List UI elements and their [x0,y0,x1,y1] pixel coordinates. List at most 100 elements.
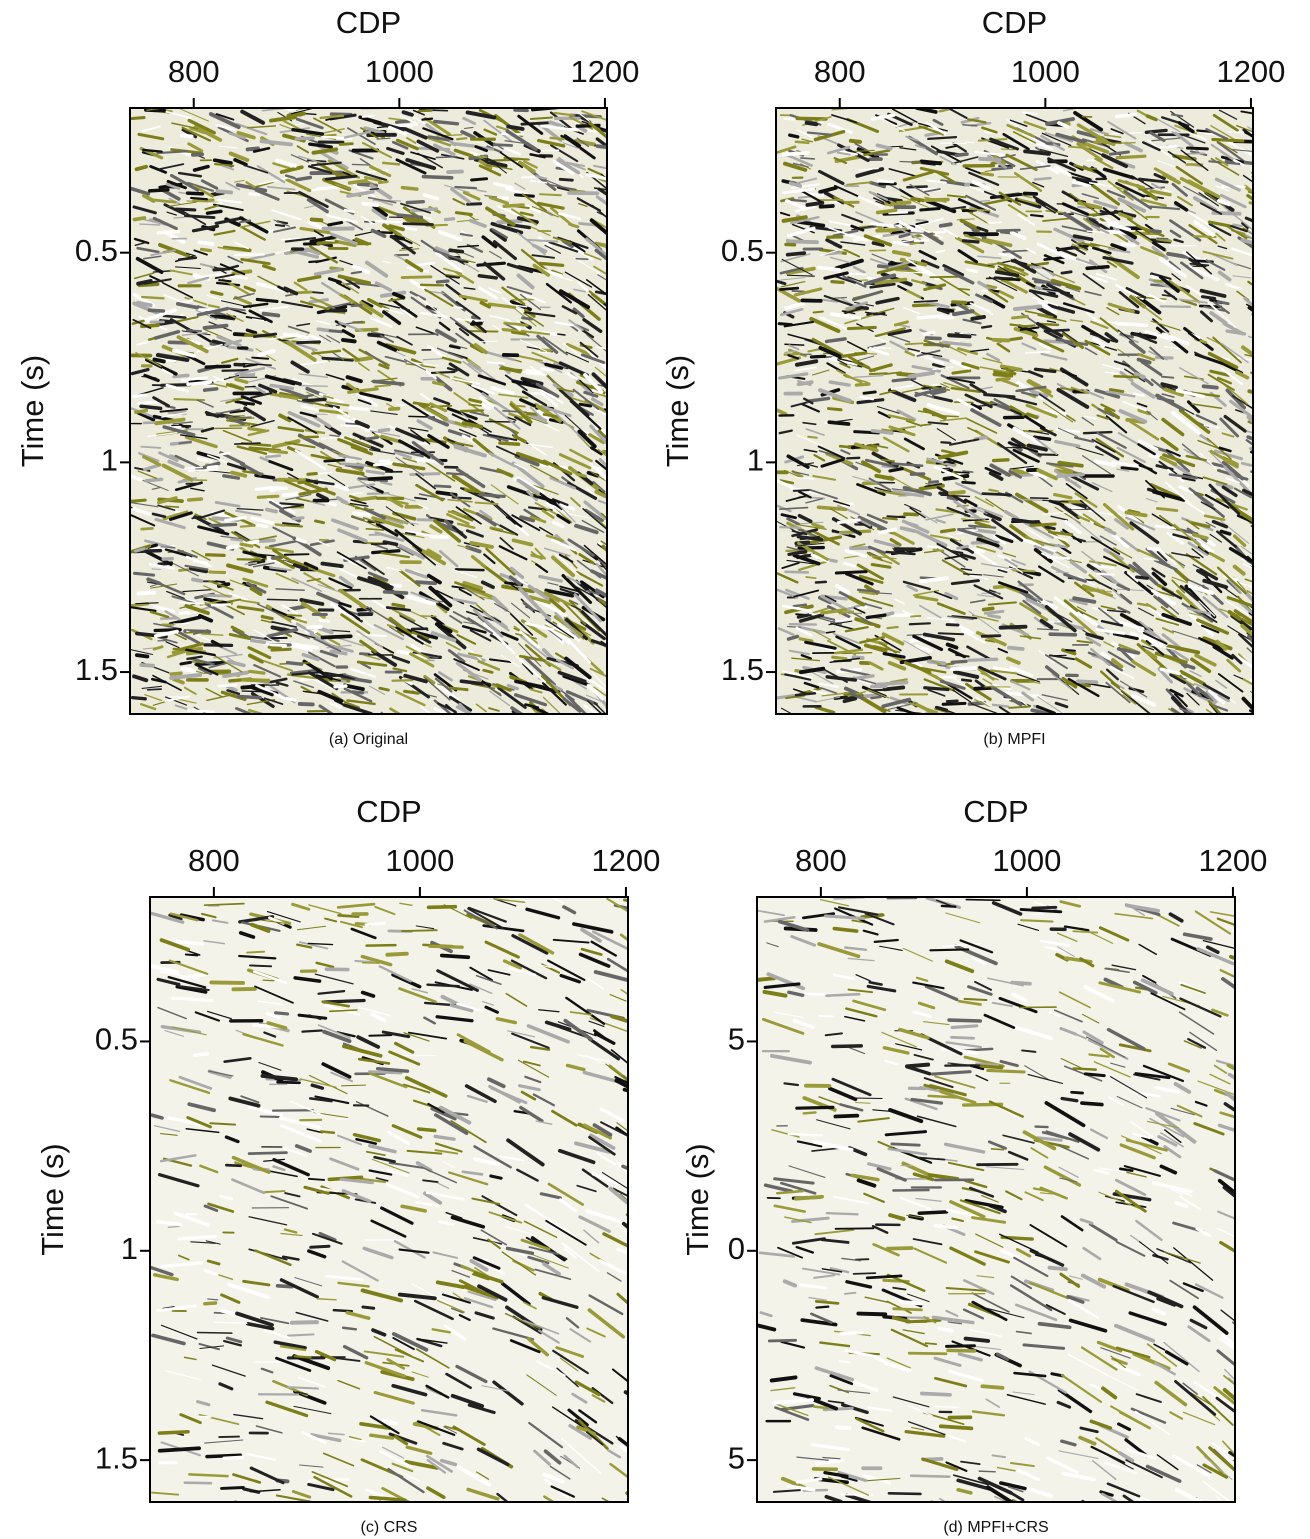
noise-stroke [187,330,201,331]
noise-stroke [1251,691,1274,711]
noise-stroke [450,250,462,251]
noise-stroke [995,587,1004,588]
noise-stroke [276,1013,288,1014]
noise-stroke [243,680,268,681]
noise-stroke [1046,527,1054,529]
noise-stroke [1013,316,1028,318]
noise-stroke [271,488,287,489]
noise-stroke [331,651,345,653]
noise-stroke [969,659,997,660]
noise-stroke [511,330,524,331]
noise-stroke [1253,314,1266,321]
noise-stroke [165,506,178,507]
noise-stroke [1151,231,1160,232]
noise-stroke [1161,306,1190,307]
noise-stroke [868,313,884,314]
noise-stroke [304,399,325,401]
x-axis-title: CDP [982,5,1047,40]
seismic-image [756,54,1279,736]
noise-stroke [235,443,260,444]
noise-stroke [367,437,378,439]
noise-stroke [250,965,271,966]
noise-stroke [962,680,970,681]
noise-stroke [1013,570,1034,571]
noise-stroke [207,555,225,556]
noise-stroke [872,431,892,433]
noise-stroke [435,122,458,124]
noise-stroke [984,608,993,609]
image-background [150,897,628,1502]
noise-stroke [267,510,276,512]
noise-stroke [994,374,1011,375]
noise-stroke [1253,428,1265,435]
noise-stroke [1035,282,1047,283]
noise-stroke [432,372,455,373]
noise-stroke [434,382,444,384]
noise-stroke [293,518,303,519]
noise-stroke [322,564,341,567]
y-tick-label: 0.5 [75,233,118,268]
noise-stroke [239,697,260,698]
noise-stroke [997,230,1019,231]
noise-stroke [363,203,377,205]
noise-stroke [819,268,840,270]
noise-stroke [250,671,264,673]
noise-stroke [829,409,841,410]
noise-stroke [856,384,868,385]
noise-stroke [342,1085,366,1086]
noise-stroke [219,685,236,686]
noise-stroke [298,342,320,343]
noise-stroke [924,332,934,334]
noise-stroke [488,362,504,363]
noise-stroke [131,500,145,501]
noise-stroke [929,482,937,483]
noise-stroke [219,280,231,281]
noise-stroke [199,242,212,244]
noise-stroke [404,112,412,115]
noise-stroke [456,213,471,215]
noise-stroke [369,1072,401,1073]
noise-stroke [922,161,941,163]
noise-stroke [540,194,561,195]
noise-stroke [139,593,154,594]
noise-stroke [1252,697,1263,711]
noise-stroke [138,303,151,306]
noise-stroke [280,503,303,505]
noise-stroke [879,593,892,594]
noise-stroke [266,456,279,457]
noise-stroke [180,612,188,613]
noise-stroke [883,518,897,519]
noise-stroke [331,114,351,115]
noise-stroke [134,218,144,220]
noise-stroke [380,688,389,690]
noise-stroke [258,496,278,497]
noise-stroke [436,157,457,158]
noise-stroke [786,572,808,573]
noise-stroke [1001,149,1014,150]
noise-stroke [249,1153,286,1154]
noise-stroke [1009,648,1023,649]
noise-stroke [335,686,346,687]
noise-stroke [1252,173,1267,183]
noise-stroke [135,573,154,575]
noise-stroke [252,358,268,359]
noise-stroke [241,526,254,527]
noise-stroke [422,119,432,120]
noise-stroke [807,123,817,124]
noise-stroke [352,692,362,693]
noise-stroke [915,240,928,241]
noise-stroke [1137,577,1148,578]
noise-stroke [993,168,1012,170]
noise-stroke [949,335,969,336]
seismic-image [130,844,667,1526]
noise-stroke [794,605,806,606]
noise-stroke [147,479,162,480]
noise-stroke [597,146,613,148]
noise-stroke [918,714,946,722]
x-tick-label: 1000 [1011,54,1080,89]
noise-stroke [580,404,590,406]
noise-stroke [873,690,891,691]
noise-stroke [508,127,522,129]
noise-stroke [940,143,966,144]
